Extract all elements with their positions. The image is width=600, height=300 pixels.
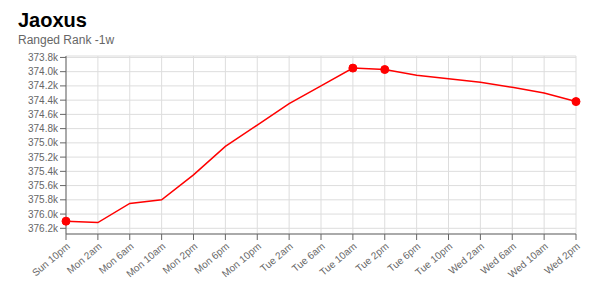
svg-text:Wed 6am: Wed 6am xyxy=(478,240,519,277)
svg-text:Sun 10pm: Sun 10pm xyxy=(30,241,72,279)
svg-text:376.2k: 376.2k xyxy=(28,223,59,234)
svg-text:Wed 10am: Wed 10am xyxy=(506,241,550,280)
svg-text:374.8k: 374.8k xyxy=(28,123,59,134)
svg-text:Mon 6am: Mon 6am xyxy=(96,240,136,276)
svg-text:Mon 2pm: Mon 2pm xyxy=(160,241,199,276)
svg-text:Wed 2pm: Wed 2pm xyxy=(542,241,582,277)
svg-text:Mon 2am: Mon 2am xyxy=(65,241,104,276)
svg-text:375.6k: 375.6k xyxy=(28,180,59,191)
svg-text:Tue 6am: Tue 6am xyxy=(289,240,327,275)
svg-text:Mon 6pm: Mon 6pm xyxy=(192,240,232,276)
svg-text:Tue 2am: Tue 2am xyxy=(258,241,295,275)
svg-text:375.8k: 375.8k xyxy=(28,194,59,205)
svg-text:376.0k: 376.0k xyxy=(28,209,59,220)
svg-text:374.4k: 374.4k xyxy=(28,95,59,106)
svg-text:Tue 10pm: Tue 10pm xyxy=(413,241,454,278)
svg-text:Tue 2pm: Tue 2pm xyxy=(354,241,391,275)
svg-text:374.6k: 374.6k xyxy=(28,109,59,120)
svg-text:375.4k: 375.4k xyxy=(28,166,59,177)
svg-text:374.0k: 374.0k xyxy=(28,66,59,77)
svg-text:375.0k: 375.0k xyxy=(28,137,59,148)
svg-text:375.2k: 375.2k xyxy=(28,152,59,163)
svg-text:Mon 10pm: Mon 10pm xyxy=(220,241,263,280)
svg-text:Wed 2am: Wed 2am xyxy=(446,240,487,277)
svg-text:Tue 10am: Tue 10am xyxy=(317,241,358,278)
svg-text:373.8k: 373.8k xyxy=(28,52,59,63)
svg-text:Tue 6pm: Tue 6pm xyxy=(385,240,423,275)
html-text:Jaoxus: Jaoxus xyxy=(18,9,87,31)
html-text:Ranged Rank -1w: Ranged Rank -1w xyxy=(18,33,115,47)
svg-text:374.2k: 374.2k xyxy=(28,80,59,91)
svg-text:Mon 10am: Mon 10am xyxy=(124,241,167,280)
